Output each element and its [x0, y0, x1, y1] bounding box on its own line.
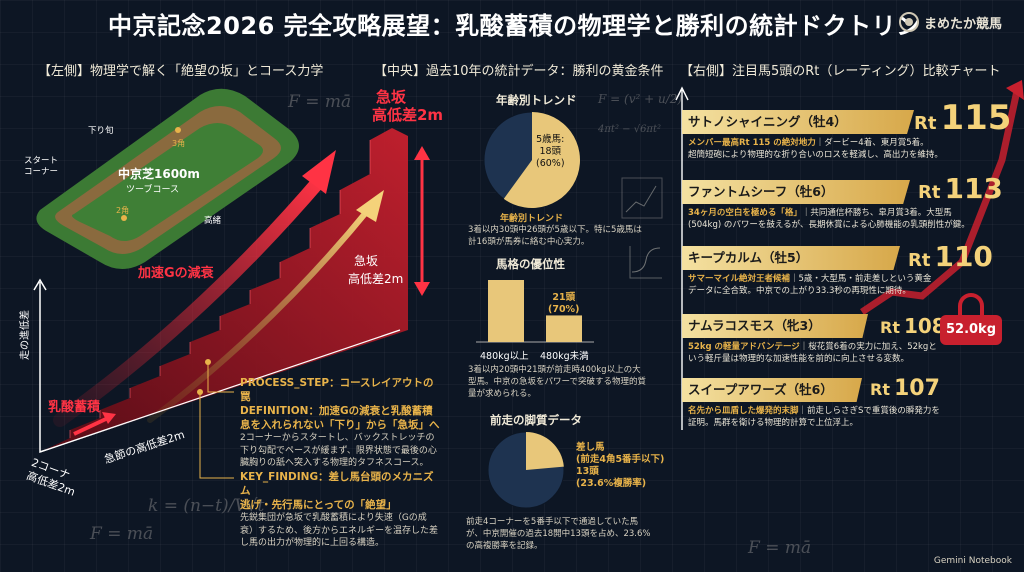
- horse-5-desc2: 証明。馬群を衛ける物理的計算で上位浮上。: [688, 418, 859, 428]
- decor-curve-icon: [629, 246, 662, 279]
- horse-5-name: スイープアワーズ（牡6）: [682, 378, 862, 402]
- horse-4-rt: Rt 108: [880, 314, 946, 338]
- finding-line1: KEY_FINDING：差し馬台頭のメカニズム: [240, 471, 434, 497]
- horse-1-rt: Rt 115: [914, 98, 1012, 138]
- horse-3-desc: サマーマイル絶対王者候補｜5歳・大型馬・前走差しという黄金 データに全合致。中京…: [688, 273, 931, 297]
- weight-cat1: 480kg以上: [480, 351, 529, 362]
- process-step-note: PROCESS_STEP：コースレイアウトの罠 DEFINITION：加速Gの減…: [240, 376, 440, 470]
- formula-bottom-mid: k = (n−t)/V√t: [148, 496, 265, 516]
- horse-2-rt: Rt 113: [918, 172, 1003, 205]
- horse-2-desc-hl: 34ヶ月の空白を極める「格」: [688, 208, 802, 218]
- horse-1-desc1: ｜ダービー4着、東月賞5着。: [815, 138, 929, 148]
- rt-trend-arrow: [860, 85, 1022, 315]
- weight-badge: 52.0kg: [940, 315, 1002, 345]
- horse-1-name: サトノシャイニング（牡4）: [682, 110, 914, 134]
- process-line2: DEFINITION：加速Gの減衰と乳酸蓄積: [240, 405, 433, 417]
- age-heading: 年齢別トレンド: [496, 93, 577, 107]
- horse-3-desc2: データに全合致。中京での上がり33.3秒の再現性に期待。: [688, 286, 911, 296]
- weight-heading: 馬格の優位性: [496, 257, 565, 271]
- horse-1-desc2: 超簡短砲により物理的な折り合いのロスを軽減し、高出力を維持。: [688, 150, 943, 160]
- horse-5-desc: 名先から皿盾した爆発的末脚｜前走しらさぎSで重賞後の瞬発力を 証明。馬群を衛ける…: [688, 405, 940, 429]
- horse-5-rt: Rt 107: [870, 376, 940, 401]
- horse-5-desc-hl: 名先から皿盾した爆発的末脚: [688, 406, 799, 416]
- track-downhill-label: 下り旬: [88, 126, 114, 136]
- horse-2-desc: 34ヶ月の空白を極める「格」｜共同通信杯勝ち、皐月賞3着。大型馬 (504kg)…: [688, 207, 970, 231]
- track-corner2-label: 2角: [116, 206, 130, 215]
- finding-sub: 先鋭集団が急坂で乳酸蓄積により失速（Gの成衰）するため、後方からエネルギーを温存…: [240, 513, 439, 548]
- horse-card-5: スイープアワーズ（牡6） 名先から皿盾した爆発的末脚｜前走しらさぎSで重賞後の瞬…: [682, 378, 982, 434]
- age-pie-chart: [483, 111, 581, 209]
- weight-bar2-label: 21頭 (70%): [548, 292, 580, 315]
- steep2-height-label: 高低差2m: [348, 272, 404, 286]
- section-right-heading: 【右側】注目馬5頭のRt（レーティング）比較チャート: [680, 64, 1001, 79]
- horse-1-desc: メンバー最高Rt 115 の絶対地力｜ダービー4着、東月賞5着。 超簡短砲により…: [688, 137, 943, 161]
- finding-line2: 逃げ・先行馬にとっての「絶望」: [240, 499, 397, 511]
- formula-top-left: F = mā: [288, 92, 352, 112]
- horse-4-desc: 52kg の軽量アドバンテージ｜桜花賞6着の実力に加え、52kgと いう軽斤量は…: [688, 341, 937, 365]
- weight-bar-480-minus: [546, 315, 582, 342]
- prev-desc: 前走4コーナーを5番手以下で通過していた馬が、中京開催の過去18開中13頭を占め…: [466, 517, 651, 551]
- horse-card-1: サトノシャイニング（牡4） メンバー最高Rt 115 の絶対地力｜ダービー4着、…: [682, 110, 982, 166]
- brand: まめたか競馬: [898, 12, 1002, 32]
- horse-2-desc1: ｜共同通信杯勝ち、皐月賞3着。大型馬: [801, 208, 952, 218]
- horse-card-4: ナムラコスモス（牝3） 52kg の軽量アドバンテージ｜桜花賞6着の実力に加え、…: [682, 314, 982, 370]
- key-finding-note: KEY_FINDING：差し馬台頭のメカニズム 逃げ・先行馬にとっての「絶望」 …: [240, 470, 440, 550]
- process-line3: 息を入れられない「下り」から「急坂」へ: [240, 419, 440, 431]
- horse-1-desc-hl: メンバー最高Rt 115 の絶対地力: [688, 138, 816, 148]
- horse-5-desc1: ｜前走しらさぎSで重賞後の瞬発力を: [798, 406, 940, 416]
- age-slice-label: 5歳馬: 18頭 (60%): [536, 134, 565, 169]
- horse-card-2: ファントムシーフ（牡6） 34ヶ月の空白を極める「格」｜共同通信杯勝ち、皐月賞3…: [682, 180, 982, 236]
- decor-chart-icon: [621, 177, 663, 219]
- process-sub: 2コーナーからスタートし、バックストレッチの下り勾配でペースが緩まず、限界状態で…: [240, 433, 437, 468]
- prev-heading: 前走の脚質データ: [490, 413, 582, 427]
- prev-pie-sashi: [526, 432, 564, 470]
- age-desc: 3着以内30頭中26頭が5歳以下。特に5歳馬は計16頭が馬券に絡む中心実力。: [468, 225, 642, 247]
- brand-logo-icon: [898, 12, 919, 32]
- decel-label: 加速Gの減衰: [138, 266, 214, 281]
- brand-name: まめたか競馬: [923, 16, 1002, 32]
- weight-bar-chart: [476, 280, 594, 343]
- horse-3-rt: Rt 110: [908, 240, 993, 273]
- horse-3-name: キープカルム（牡5）: [682, 246, 900, 270]
- horse-card-3: キープカルム（牡5） サマーマイル絶対王者候補｜5歳・大型馬・前走差しという黄金…: [682, 246, 982, 302]
- steep-label: 急坂: [376, 88, 407, 106]
- weight-bar-480-plus: [488, 280, 524, 342]
- horse-3-desc1: ｜5歳・大型馬・前走差しという黄金: [790, 274, 932, 284]
- steep-height-label: 高低差2m: [372, 106, 444, 124]
- horse-2-desc2: (504kg) のパワーを鼓えるが、長期休賞による心肺機能の乳頭削性が鍵。: [688, 220, 970, 230]
- age-pie-5yo: [503, 112, 580, 208]
- horse-3-desc-hl: サマーマイル絶対王者候補: [688, 274, 791, 284]
- track-type: ツーブコース: [126, 185, 180, 195]
- horse-2-name: ファントムシーフ（牡6）: [682, 180, 910, 204]
- track-high-label: 高緒: [204, 216, 222, 226]
- prev-slice-label: 差し馬 (前走4角5番手以下) 13頭 (23.6%複勝率): [576, 442, 665, 489]
- y-axis-label: 走の進低差: [20, 310, 31, 360]
- formula-bottom-left: F = mā: [90, 524, 154, 544]
- weight-handle-icon: [958, 293, 984, 317]
- lactic-label: 乳酸蓄積: [48, 400, 101, 415]
- formula-center-top: F = (v² + u/2): [598, 92, 683, 106]
- track-name: 中京芝1600m: [118, 167, 200, 181]
- track-oval: [36, 88, 299, 269]
- weight-desc: 3着以内20頭中21頭が前走時400kg以上の大型馬。中京の急坂をパワーで突破す…: [468, 365, 646, 399]
- weight-cat2: 480kg未満: [540, 351, 589, 362]
- footer-brand: Gemini Notebook: [933, 556, 1012, 566]
- page-title: 中京記念2026 完全攻略展望：乳酸蓄積の物理学と勝利の統計ドクトリン: [108, 12, 921, 40]
- steep2-label: 急坂: [354, 254, 379, 268]
- section-left-heading: 【左側】物理学で解く「絶望の坂」とコース力学: [38, 64, 324, 79]
- formula-center-mid: 4πt² − √6πt²: [598, 124, 662, 135]
- track-start-label: スタート コーナー: [24, 156, 59, 177]
- section-center-heading: 【中央】過去10年の統計データ：勝利の黄金条件: [374, 64, 664, 79]
- horse-4-name: ナムラコスモス（牝3）: [682, 314, 868, 338]
- horse-4-desc1: ｜桜花賞6着の実力に加え、52kgと: [799, 342, 937, 352]
- process-line1: PROCESS_STEP：コースレイアウトの罠: [240, 377, 434, 403]
- age-caption: 年齢別トレンド: [500, 214, 564, 224]
- track-corner3-label: 3角: [172, 139, 186, 148]
- horse-4-desc-hl: 52kg の軽量アドバンテージ: [688, 342, 800, 352]
- formula-bottom-center: F = mā: [748, 538, 812, 558]
- course-physics-diagram: [33, 88, 430, 479]
- prev-pie-chart: [487, 431, 565, 509]
- horse-4-desc2: いう軽斤量は物理的な加速性能を前的に向上させる変数。: [688, 354, 910, 364]
